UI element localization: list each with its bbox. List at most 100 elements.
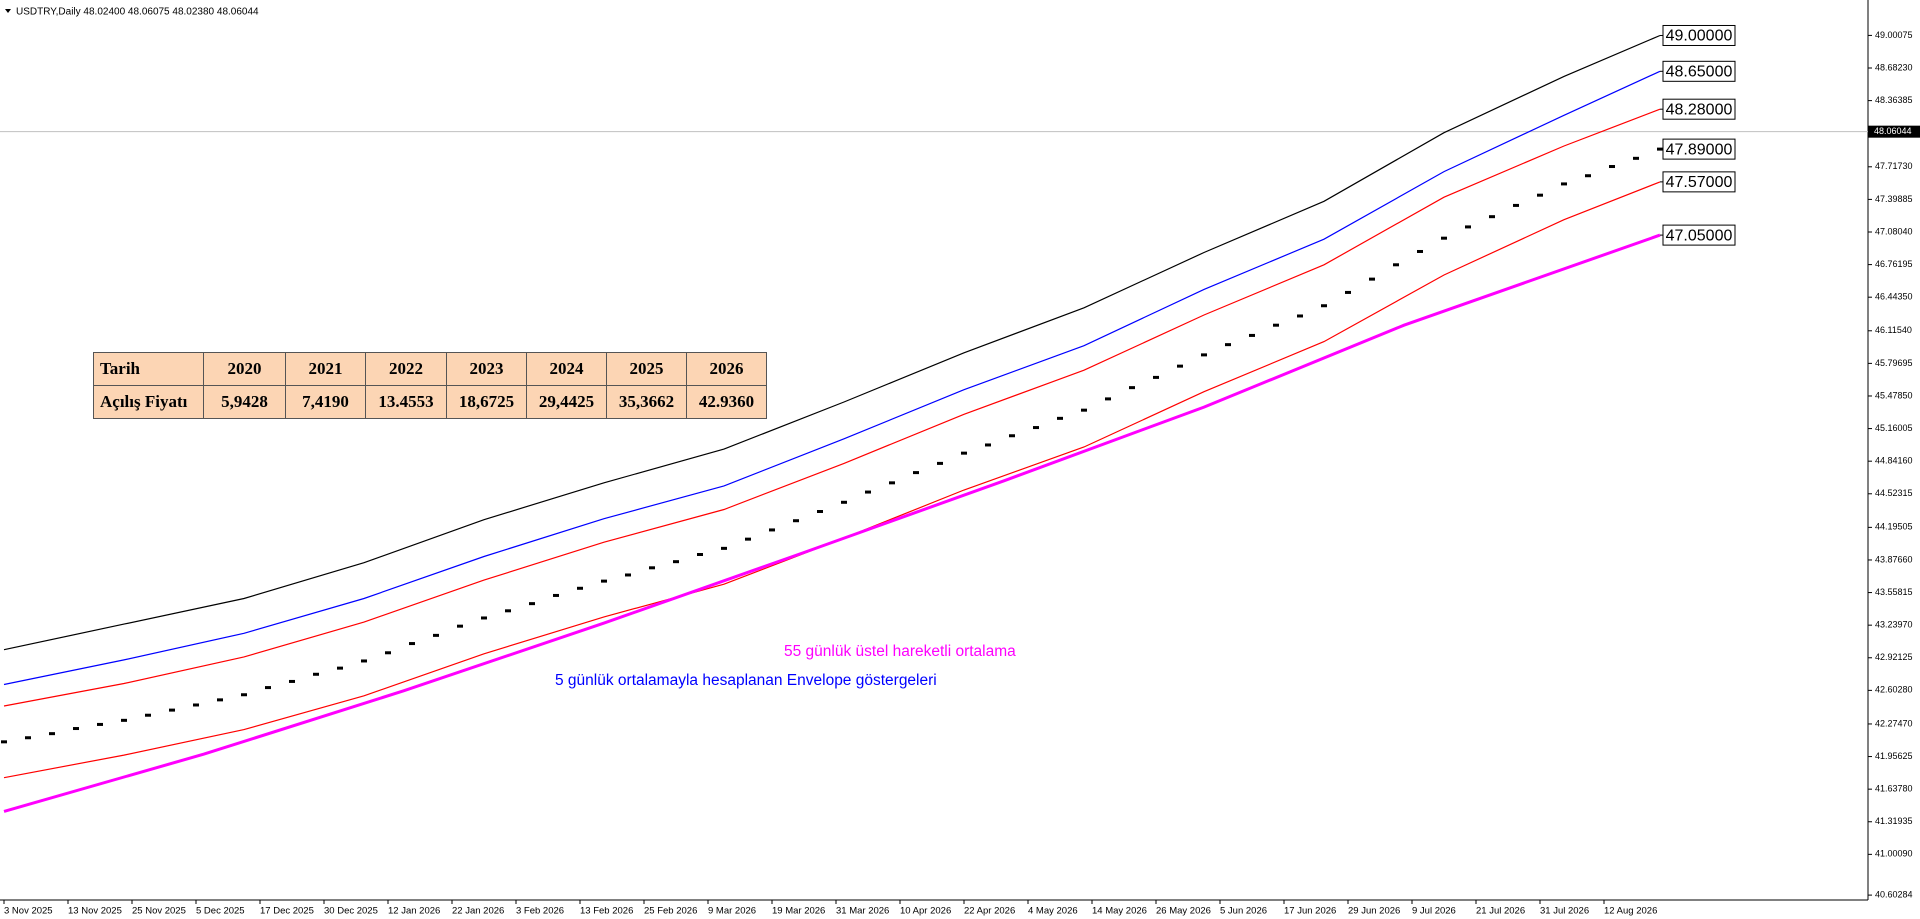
y-tick-label: 41.95625 — [1875, 751, 1913, 761]
x-tick-label: 25 Feb 2026 — [644, 906, 697, 917]
candle — [1321, 304, 1327, 308]
x-tick-label: 31 Jul 2026 — [1540, 906, 1589, 917]
price-table: Tarih 2020 2021 2022 2023 2024 2025 2026 Açılış … — [93, 352, 767, 419]
candle — [1609, 165, 1615, 169]
candle — [169, 708, 175, 712]
y-tick-label: 43.23970 — [1875, 620, 1913, 630]
current-price-box — [1868, 125, 1920, 138]
y-tick-label: 47.08040 — [1875, 226, 1913, 236]
candle — [1561, 182, 1567, 186]
table-row-cell: 13.4553 — [365, 385, 447, 419]
table-row-cell: 42.9360 — [686, 385, 767, 419]
candle — [1513, 203, 1519, 207]
y-tick-label: 46.44350 — [1875, 292, 1913, 302]
table-header-cell: 2021 — [285, 352, 366, 386]
end-label: 47.89000 — [1666, 141, 1733, 158]
x-tick-label: 21 Jul 2026 — [1476, 906, 1525, 917]
y-tick-label: 44.19505 — [1875, 522, 1913, 532]
candle — [241, 693, 247, 697]
y-tick-label: 41.63780 — [1875, 784, 1913, 794]
candle — [1537, 193, 1543, 197]
annotation: 55 günlük üstel hareketli ortalama — [784, 643, 1016, 660]
candle — [145, 713, 151, 717]
candle — [1345, 290, 1351, 294]
x-tick-label: 3 Nov 2025 — [4, 906, 53, 917]
x-tick-label: 31 Mar 2026 — [836, 906, 889, 917]
candle — [601, 579, 607, 583]
candle — [1081, 408, 1087, 412]
x-tick-label: 5 Jun 2026 — [1220, 906, 1267, 917]
candle — [1009, 434, 1015, 438]
x-tick-label: 13 Nov 2025 — [68, 906, 122, 917]
y-tick-label: 43.87660 — [1875, 554, 1913, 564]
table-header: Tarih 2020 2021 2022 2023 2024 2025 2026 — [93, 352, 767, 386]
table-row-cell: 29,4425 — [526, 385, 607, 419]
end-label: 47.05000 — [1666, 227, 1733, 244]
x-tick-label: 17 Jun 2026 — [1284, 906, 1336, 917]
current-price-label: 48.06044 — [1874, 126, 1912, 136]
candle — [361, 659, 367, 663]
candle — [1393, 263, 1399, 267]
table-row-cell: 35,3662 — [606, 385, 687, 419]
candle — [409, 642, 415, 646]
candle — [649, 566, 655, 570]
band-line — [3, 70, 1661, 686]
candle — [457, 624, 463, 628]
candle — [721, 546, 727, 550]
table-header-cell: 2022 — [365, 352, 447, 386]
y-tick-label: 43.55815 — [1875, 587, 1913, 597]
x-tick-label: 3 Feb 2026 — [516, 906, 564, 917]
y-tick-label: 44.52315 — [1875, 488, 1913, 498]
y-tick-label: 41.00090 — [1875, 849, 1913, 859]
x-tick-label: 4 May 2026 — [1028, 906, 1078, 917]
candle — [481, 616, 487, 620]
candle — [313, 672, 319, 676]
end-label-box — [1662, 138, 1736, 160]
x-tick-label: 9 Mar 2026 — [708, 906, 756, 917]
table-header-cell: 2024 — [526, 352, 607, 386]
end-label-box — [1662, 24, 1736, 46]
y-tick-label: 45.47850 — [1875, 390, 1913, 400]
candle — [1225, 343, 1231, 347]
table-header-cell: 2026 — [686, 352, 767, 386]
candle — [1465, 225, 1471, 229]
candle — [1057, 416, 1063, 420]
table-header-cell: 2025 — [606, 352, 687, 386]
candle — [193, 703, 199, 707]
candle — [265, 686, 271, 690]
candle — [889, 481, 895, 485]
end-label: 48.28000 — [1666, 101, 1733, 118]
x-tick-label: 13 Feb 2026 — [580, 906, 633, 917]
y-tick-label: 42.60280 — [1875, 685, 1913, 695]
x-tick-label: 29 Jun 2026 — [1348, 906, 1400, 917]
x-tick-label: 25 Nov 2025 — [132, 906, 186, 917]
y-tick-label: 48.68230 — [1875, 62, 1913, 72]
candle — [337, 666, 343, 670]
x-tick-label: 17 Dec 2025 — [260, 906, 314, 917]
x-tick-label: 5 Dec 2025 — [196, 906, 245, 917]
table-row-cell: 5,9428 — [203, 385, 286, 419]
candle — [553, 593, 559, 597]
y-tick-label: 42.92125 — [1875, 652, 1913, 662]
candle — [505, 609, 511, 613]
end-label: 48.65000 — [1666, 64, 1733, 81]
x-tick-label: 22 Jan 2026 — [452, 906, 504, 917]
candle — [961, 451, 967, 455]
candle — [1, 740, 7, 744]
x-tick-label: 26 May 2026 — [1156, 906, 1211, 917]
y-tick-label: 45.16005 — [1875, 423, 1913, 433]
candle — [289, 679, 295, 683]
annotation: 5 günlük ortalamayla hesaplanan Envelope… — [555, 672, 937, 689]
table-header-cell: 2023 — [446, 352, 527, 386]
candle — [1177, 364, 1183, 368]
candle — [697, 553, 703, 557]
candle — [985, 443, 991, 447]
end-label-box — [1662, 98, 1736, 120]
candle — [97, 722, 103, 726]
candle — [1129, 386, 1135, 390]
candle — [25, 736, 31, 740]
band-line — [3, 233, 1661, 813]
candle — [121, 718, 127, 722]
